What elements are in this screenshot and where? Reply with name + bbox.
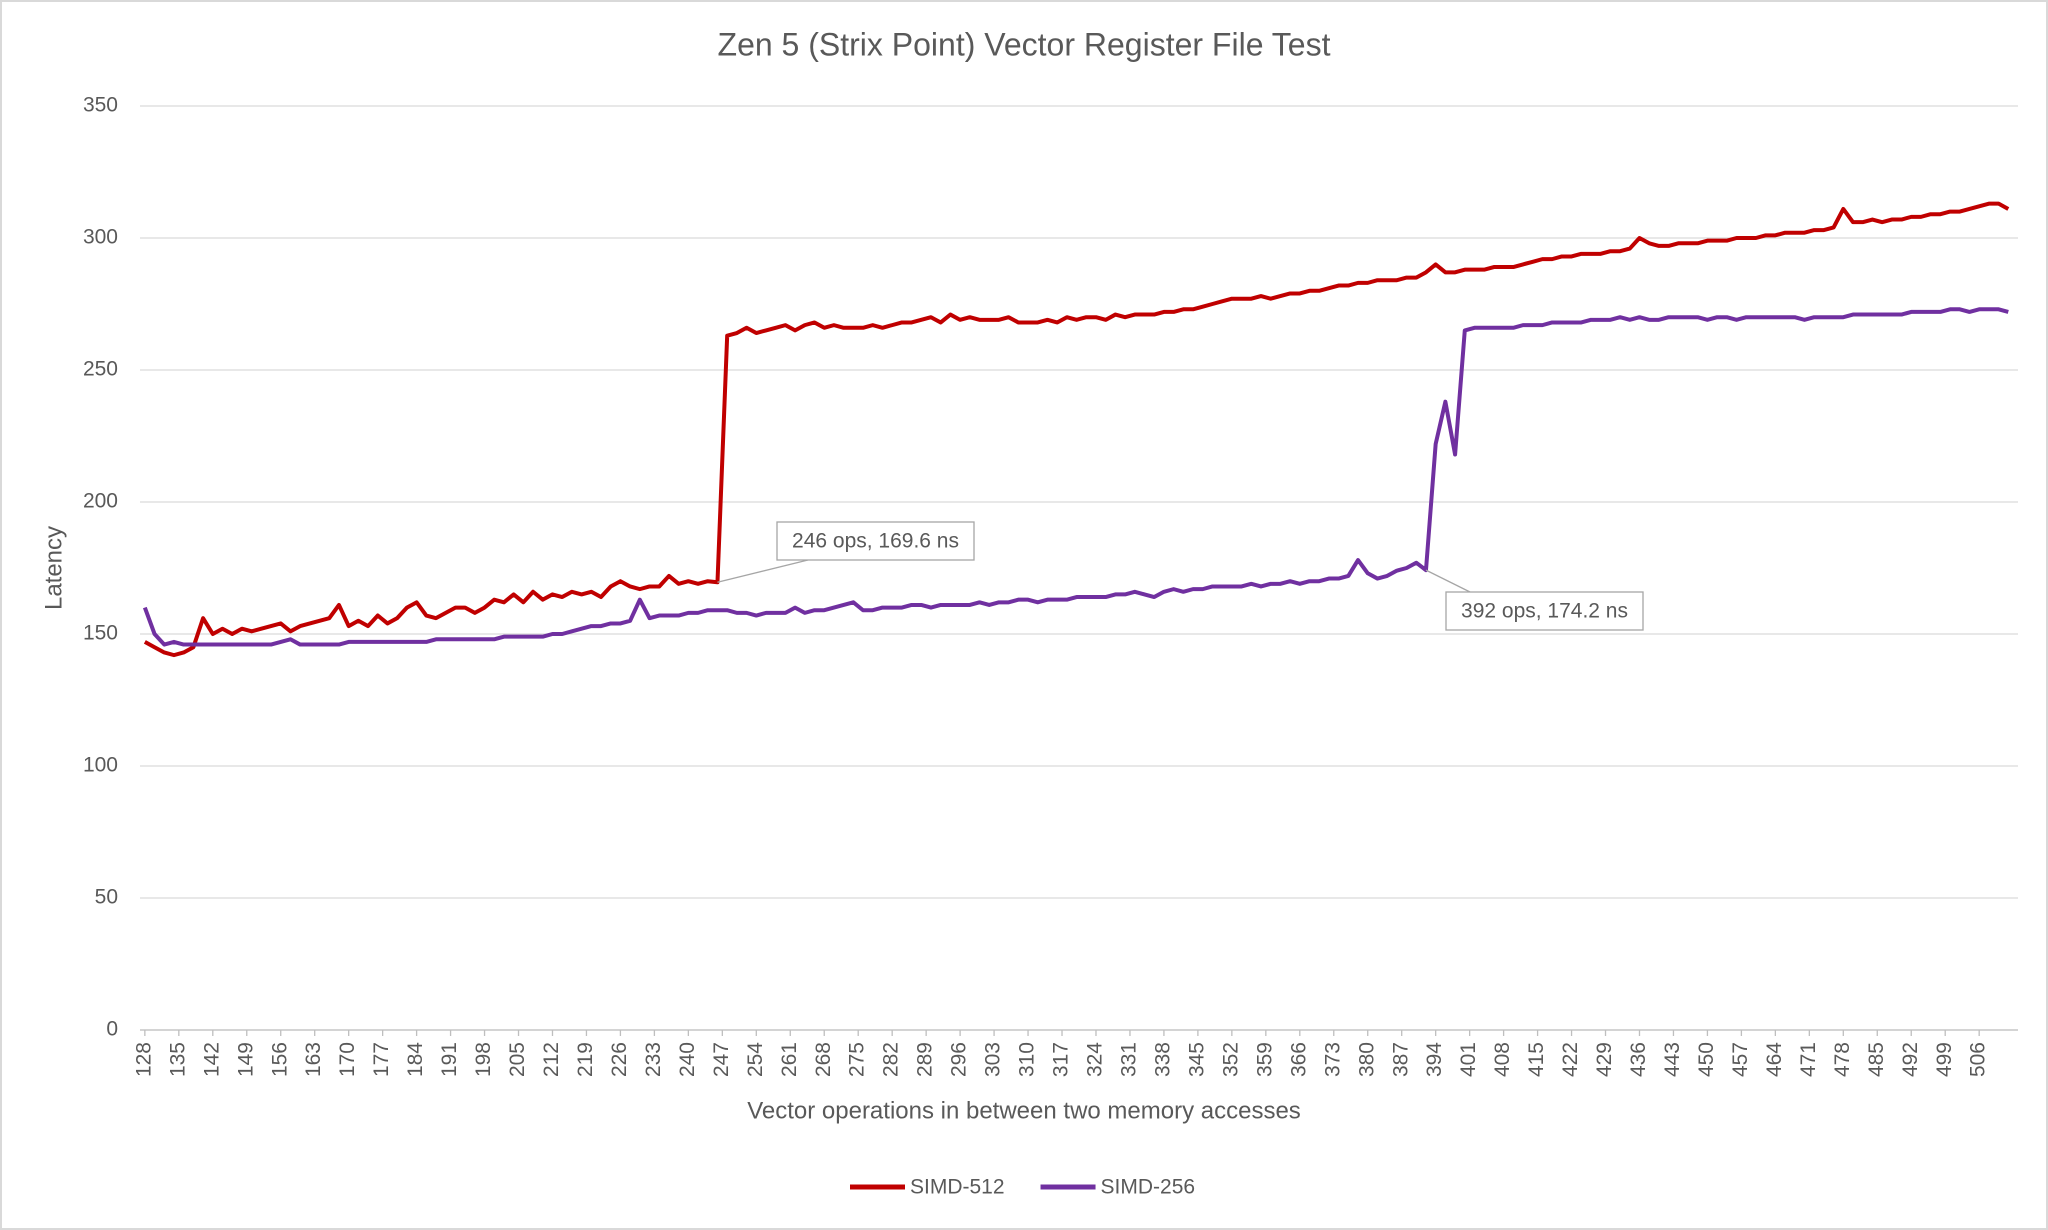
x-tick-label: 310	[1016, 1042, 1039, 1077]
x-tick-label: 177	[370, 1042, 393, 1077]
series-line	[142, 307, 2009, 647]
x-tick-label: 163	[302, 1042, 325, 1077]
x-tick-label: 254	[744, 1042, 767, 1077]
x-tick-label: 429	[1593, 1042, 1616, 1077]
x-tick-label: 184	[404, 1042, 427, 1077]
y-tick-label: 350	[83, 94, 118, 117]
y-tick-label: 250	[83, 358, 118, 381]
y-tick-label: 0	[106, 1018, 118, 1041]
x-tick-label: 443	[1661, 1042, 1684, 1077]
y-tick-label: 200	[83, 490, 118, 513]
x-tick-label: 471	[1797, 1042, 1820, 1077]
x-tick-label: 457	[1729, 1042, 1752, 1077]
x-tick-label: 499	[1933, 1042, 1956, 1077]
x-tick-label: 492	[1899, 1042, 1922, 1077]
x-tick-label: 275	[846, 1042, 869, 1077]
x-tick-label: 282	[880, 1042, 903, 1077]
y-tick-label: 150	[83, 622, 118, 645]
y-tick-label: 50	[95, 886, 118, 909]
annotation-leader	[717, 559, 809, 583]
x-tick-label: 415	[1525, 1042, 1548, 1077]
chart-title: Zen 5 (Strix Point) Vector Register File…	[718, 26, 1331, 62]
x-tick-label: 128	[132, 1042, 155, 1077]
x-tick-label: 317	[1050, 1042, 1073, 1077]
x-tick-label: 219	[574, 1042, 597, 1077]
x-tick-label: 352	[1219, 1042, 1242, 1077]
legend-label: SIMD-512	[910, 1176, 1005, 1199]
x-tick-label: 373	[1321, 1042, 1344, 1077]
x-tick-label: 156	[268, 1042, 291, 1077]
x-tick-label: 464	[1763, 1042, 1786, 1077]
x-tick-label: 205	[506, 1042, 529, 1077]
annotation-text: 246 ops, 169.6 ns	[792, 530, 959, 553]
x-tick-label: 233	[642, 1042, 665, 1077]
x-tick-label: 506	[1967, 1042, 1990, 1077]
x-tick-label: 142	[200, 1042, 223, 1077]
x-tick-label: 485	[1865, 1042, 1888, 1077]
x-tick-label: 149	[234, 1042, 257, 1077]
x-tick-label: 240	[676, 1042, 699, 1077]
x-tick-label: 226	[608, 1042, 631, 1077]
x-tick-label: 212	[540, 1042, 563, 1077]
x-tick-label: 261	[778, 1042, 801, 1077]
x-tick-label: 394	[1423, 1042, 1446, 1077]
y-axis-label: Latency	[40, 526, 67, 610]
x-tick-label: 380	[1355, 1042, 1378, 1077]
x-tick-label: 198	[472, 1042, 495, 1077]
x-tick-label: 401	[1457, 1042, 1480, 1077]
x-tick-label: 359	[1253, 1042, 1276, 1077]
x-tick-label: 135	[166, 1042, 189, 1077]
annotation-box	[776, 521, 975, 561]
annotation-leader	[1425, 569, 1471, 593]
x-tick-label: 408	[1491, 1042, 1514, 1077]
legend-item: SIMD-256	[1040, 1176, 1196, 1199]
y-tick-label: 300	[83, 226, 118, 249]
x-tick-label: 170	[336, 1042, 359, 1077]
y-tick-label: 100	[83, 754, 118, 777]
legend-item: SIMD-512	[850, 1176, 1005, 1199]
x-tick-label: 324	[1084, 1042, 1107, 1077]
legend-label: SIMD-256	[1101, 1176, 1196, 1199]
x-tick-label: 436	[1627, 1042, 1650, 1077]
annotation-text: 392 ops, 174.2 ns	[1461, 600, 1628, 623]
x-tick-label: 303	[982, 1042, 1005, 1077]
x-axis-label: Vector operations in between two memory …	[747, 1097, 1301, 1124]
x-tick-label: 296	[948, 1042, 971, 1077]
x-tick-label: 268	[812, 1042, 835, 1077]
x-tick-label: 345	[1185, 1042, 1208, 1077]
series-line	[143, 201, 2010, 658]
x-tick-label: 450	[1695, 1042, 1718, 1077]
x-tick-label: 338	[1151, 1042, 1174, 1077]
x-tick-label: 422	[1559, 1042, 1582, 1077]
x-tick-label: 247	[710, 1042, 733, 1077]
x-tick-label: 191	[438, 1042, 461, 1077]
annotation-box	[1445, 591, 1644, 631]
x-tick-label: 366	[1287, 1042, 1310, 1077]
x-tick-label: 289	[914, 1042, 937, 1077]
x-tick-label: 331	[1118, 1042, 1141, 1077]
x-tick-label: 387	[1389, 1042, 1412, 1077]
x-tick-label: 478	[1831, 1042, 1854, 1077]
